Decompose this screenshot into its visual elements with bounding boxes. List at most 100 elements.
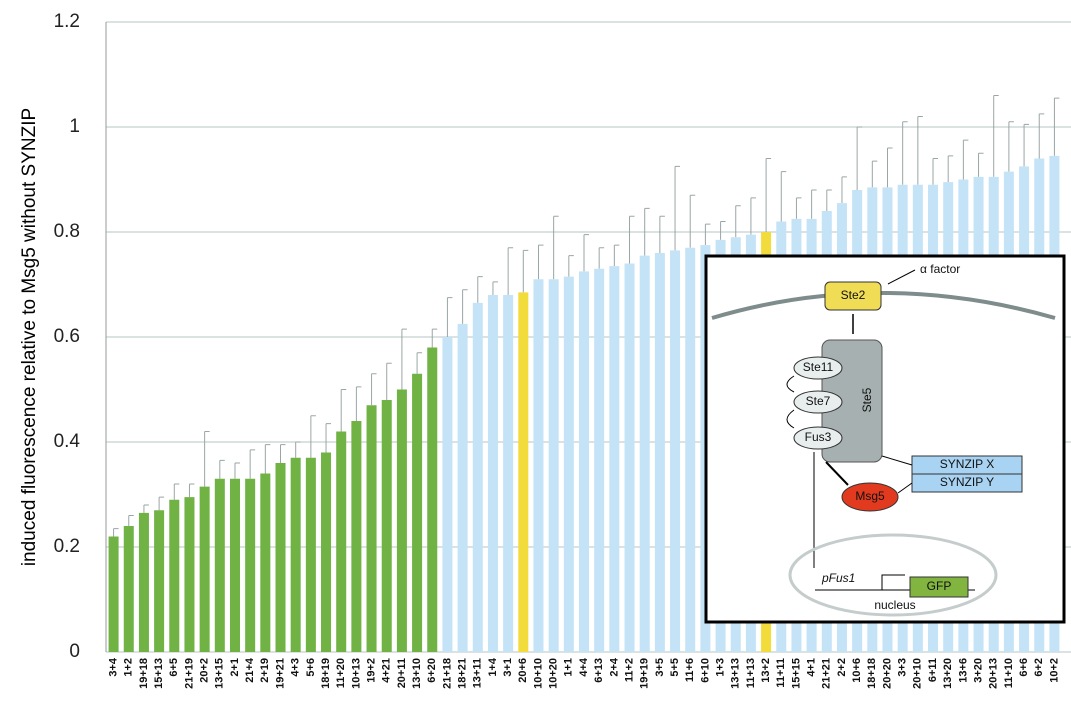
- x-tick-label: 11+6: [684, 658, 696, 682]
- x-tick-label: 10+6: [851, 658, 863, 683]
- x-tick-label: 3+1: [502, 658, 514, 677]
- bar: [154, 510, 165, 652]
- x-tick-label: 21+21: [821, 658, 833, 689]
- x-tick-label: 6+20: [426, 658, 438, 683]
- x-tick-label: 13+11: [472, 658, 484, 688]
- y-tick-label: 0.4: [54, 431, 81, 452]
- x-tick-label: 2+1: [229, 658, 241, 677]
- x-tick-label: 13+2: [760, 658, 772, 683]
- bar: [336, 431, 347, 652]
- bar: [578, 271, 590, 652]
- ste5-label: Ste5: [860, 387, 874, 412]
- x-tick-label: 20+2: [199, 658, 211, 683]
- arrow: [887, 269, 916, 285]
- bar: [654, 253, 665, 652]
- bar: [275, 463, 286, 652]
- ste2-label: Ste2: [841, 288, 866, 302]
- msg5-node: [841, 482, 899, 512]
- bar: [184, 497, 195, 652]
- x-tick-label: 13+15: [214, 658, 226, 689]
- x-tick-label: 3+3: [897, 658, 909, 677]
- y-tick-label: 0.8: [54, 221, 80, 242]
- ste11-label: Ste11: [803, 360, 834, 374]
- x-tick-label: 2+4: [608, 657, 620, 677]
- bar: [609, 266, 620, 652]
- x-tick-label: 4+4: [578, 657, 590, 677]
- x-tick-label: 20+13: [988, 658, 1000, 689]
- msg5-label: Msg5: [855, 489, 885, 503]
- x-tick-label: 18+19: [320, 658, 332, 689]
- ste7-node: [793, 390, 843, 414]
- bar: [427, 347, 438, 652]
- x-tick-label: 13+6: [957, 658, 969, 683]
- x-tick-label: 11+11: [775, 658, 787, 688]
- x-tick-label: 6+6: [1018, 658, 1030, 677]
- x-tick-label: 20+11: [396, 658, 408, 688]
- ste11-node: [793, 356, 843, 380]
- fus3-label: Fus3: [805, 430, 832, 444]
- x-tick-label: 10+13: [350, 658, 362, 689]
- inhibition: [825, 461, 849, 486]
- bar: [518, 292, 529, 652]
- bar: [214, 478, 225, 652]
- x-tick-label: 15+13: [153, 658, 165, 689]
- bar: [138, 512, 149, 652]
- nucleus-shape: [788, 533, 998, 617]
- bar: [381, 400, 392, 652]
- x-tick-label: 20+10: [912, 658, 924, 689]
- x-tick-label: 6+2: [1033, 658, 1045, 677]
- bar: [366, 405, 377, 652]
- x-tick-label: 5+5: [669, 658, 681, 677]
- bar: [594, 268, 605, 652]
- x-tick-label: 4+21: [381, 658, 393, 683]
- arrows: [786, 375, 795, 429]
- x-tick-label: 18+21: [457, 658, 469, 689]
- x-tick-label: 6+11: [927, 658, 939, 682]
- x-tick-label: 13+13: [730, 658, 742, 689]
- y-axis-label: induced fluorescence relative to Msg5 wi…: [19, 108, 40, 566]
- y-tick-label: 0.6: [54, 326, 80, 347]
- bar: [351, 421, 362, 652]
- x-tick-label: 6+5: [168, 658, 180, 677]
- x-tick-label: 21+18: [441, 658, 453, 689]
- nucleus-label: nucleus: [874, 598, 915, 612]
- bar: [321, 452, 332, 652]
- bar: [624, 263, 635, 652]
- x-tick-label: 11+13: [745, 658, 757, 688]
- x-tick-label: 2+2: [836, 658, 848, 677]
- bar: [548, 279, 559, 652]
- x-tick-label: 3+5: [654, 658, 666, 677]
- x-tick-label: 2+19: [259, 658, 271, 683]
- y-tick-label: 0.2: [54, 536, 80, 557]
- x-tick-label: 13+10: [411, 658, 423, 689]
- synzip-x-label: SYNZIP X: [940, 457, 994, 471]
- synzip-y-label: SYNZIP Y: [940, 475, 994, 489]
- x-tick-label: 3+20: [972, 658, 984, 683]
- bar: [670, 250, 681, 652]
- bar: [472, 302, 483, 652]
- bar: [229, 478, 240, 652]
- x-tick-label: 4+1: [806, 658, 818, 677]
- x-tick-label: 21+4: [244, 657, 256, 683]
- x-tick-label: 5+6: [305, 658, 317, 677]
- bar: [245, 478, 256, 652]
- x-tick-label: 20+6: [517, 658, 529, 683]
- y-tick-label: 0: [69, 641, 80, 662]
- x-tick-label: 11+10: [1003, 658, 1015, 688]
- x-tick-label: 18+18: [866, 658, 878, 689]
- bar: [290, 457, 301, 652]
- x-tick-label: 19+19: [639, 658, 651, 689]
- x-tick-label: 21+19: [183, 658, 195, 689]
- x-tick-label: 10+10: [532, 658, 544, 689]
- membrane: [711, 291, 1056, 320]
- bar: [260, 473, 271, 652]
- bar: [639, 255, 650, 652]
- x-tick-label: 11+2: [623, 658, 635, 682]
- gfp-label: GFP: [927, 579, 952, 593]
- bar: [563, 276, 574, 652]
- bar: [305, 457, 316, 652]
- bar: [108, 536, 119, 652]
- ste2-box: [824, 281, 882, 311]
- bar: [169, 499, 180, 652]
